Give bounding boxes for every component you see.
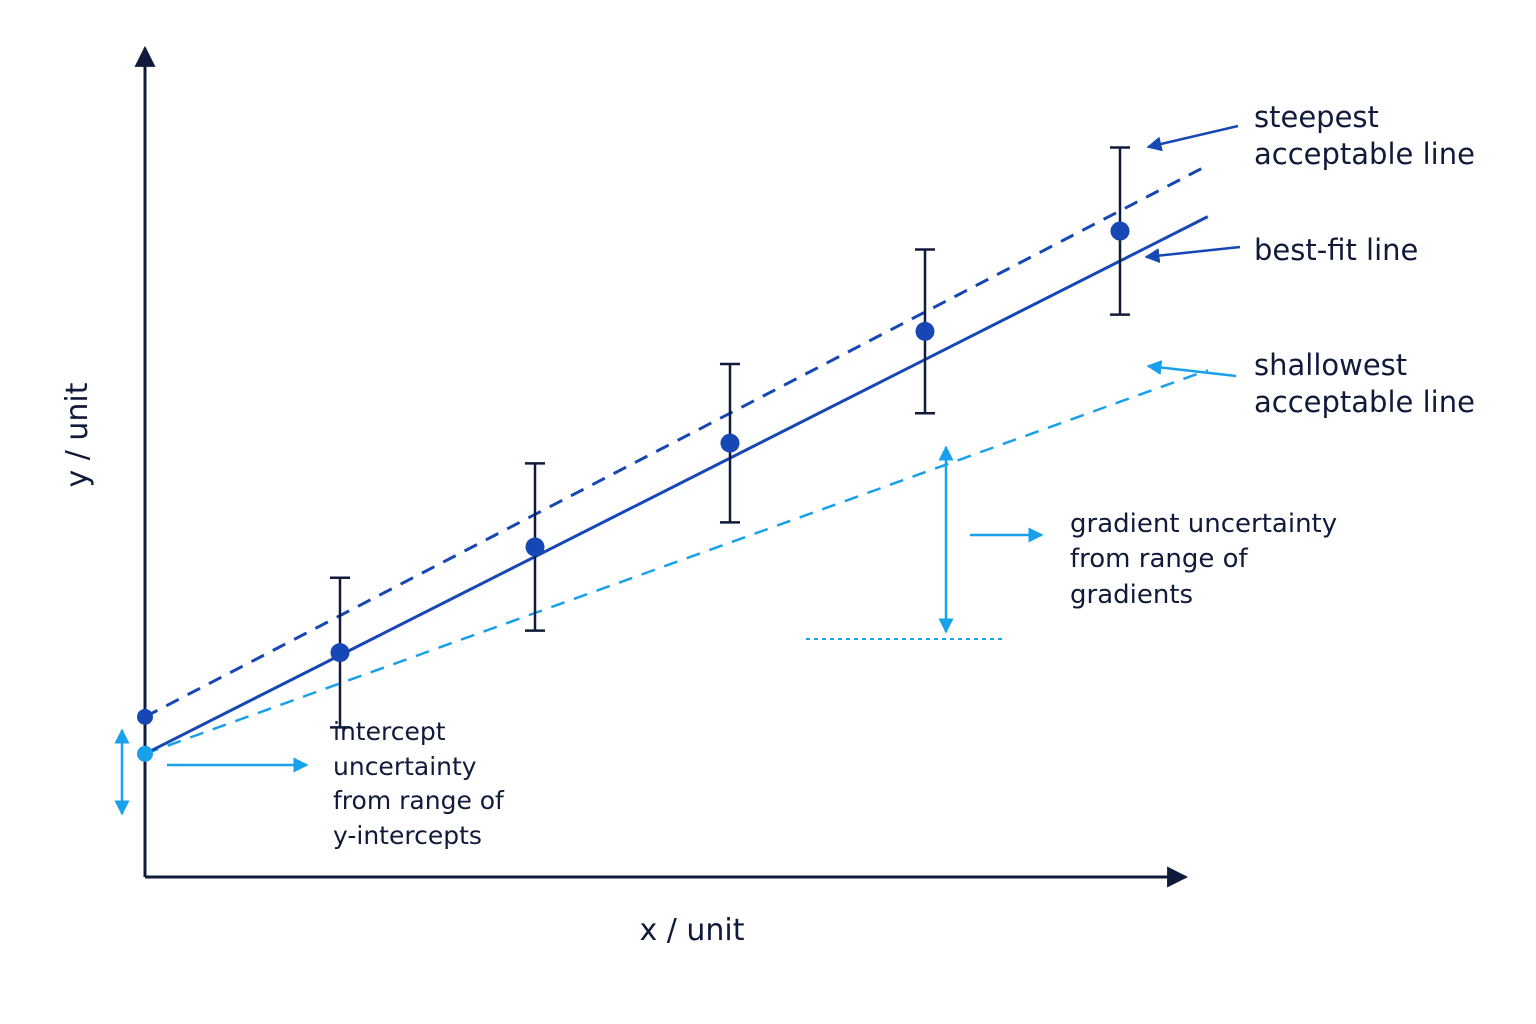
intercept-uncertainty-label: intercept uncertainty from range of y-in… [333, 717, 512, 850]
best-fit-label-arrow [1144, 245, 1241, 264]
best-fit-line-label: best-fit line [1254, 233, 1418, 267]
shallowest-line-label: shallowest acceptable line [1254, 348, 1475, 419]
data-point-2 [525, 462, 545, 632]
data-point-marker [525, 537, 545, 557]
intercept-high-marker [137, 708, 153, 725]
data-point-3 [720, 362, 740, 524]
data-point-5 [1110, 146, 1130, 316]
intercept-low-marker [137, 745, 153, 762]
data-points [330, 146, 1130, 729]
y-axis-label: y / unit [60, 382, 95, 487]
data-point-marker [720, 433, 740, 453]
steepest-line-label: steepest acceptable line [1254, 100, 1475, 171]
x-axis-label: x / unit [639, 913, 744, 948]
gradient-uncertainty-label: gradient uncertainty from range of gradi… [1070, 509, 1345, 610]
data-point-marker [915, 321, 935, 341]
data-point-4 [915, 248, 935, 415]
shallowest-label-arrow [1146, 360, 1237, 378]
data-point-marker [1110, 221, 1130, 241]
shallowest-acceptable-line [144, 368, 1209, 755]
data-point-marker [330, 643, 350, 663]
steepest-acceptable-line [144, 163, 1209, 719]
best-fit-line [144, 215, 1209, 756]
steepest-label-arrow [1146, 124, 1239, 152]
data-point-1 [330, 576, 350, 729]
